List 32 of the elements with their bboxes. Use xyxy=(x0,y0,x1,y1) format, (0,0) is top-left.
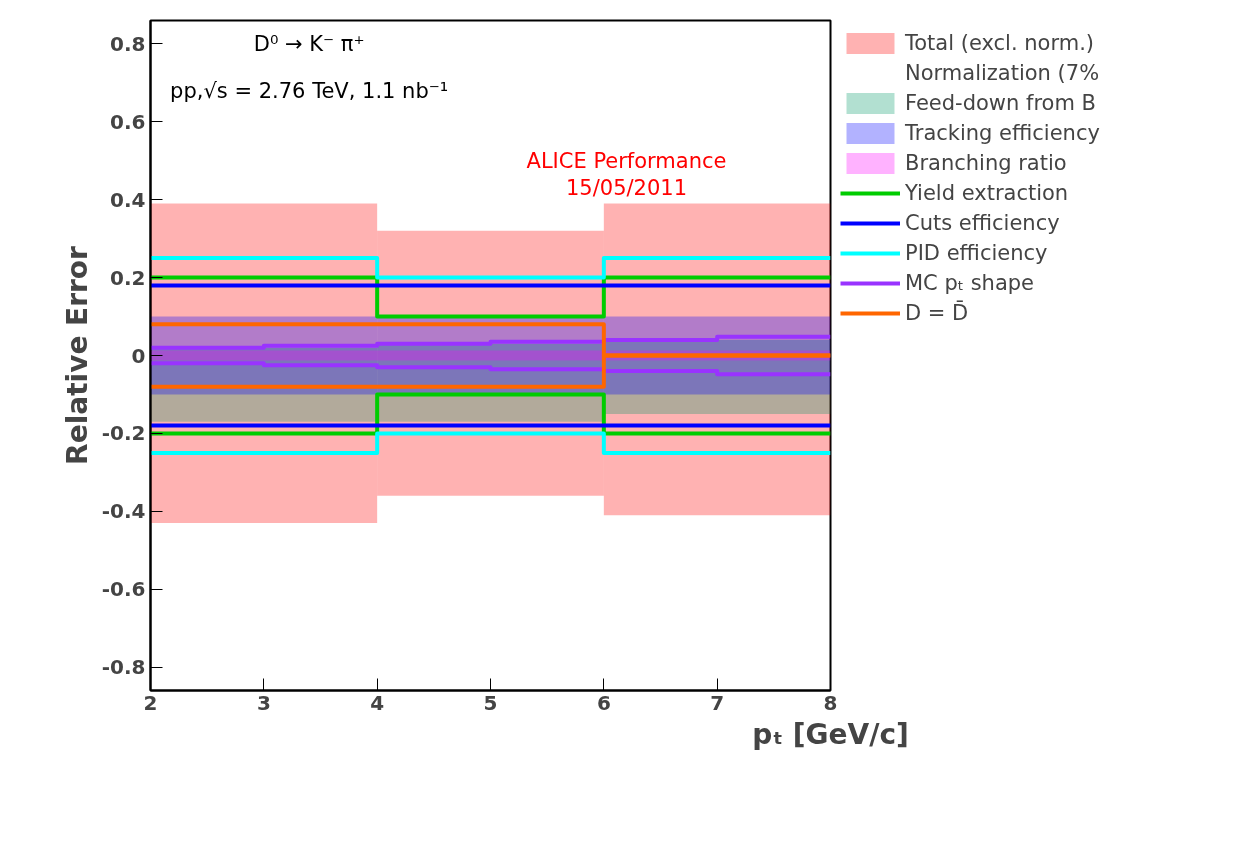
y-tick-label: -0.6 xyxy=(101,577,146,602)
y-tick-label: -0.4 xyxy=(101,499,146,524)
x-tick-label: 5 xyxy=(483,690,498,715)
y-tick-label: 0.6 xyxy=(110,109,146,134)
legend-label: Feed-down from B xyxy=(905,90,1096,116)
y-tick-label: 0.2 xyxy=(110,265,146,290)
y-tick-label: 0.4 xyxy=(110,187,146,212)
y-tick-label: -0.2 xyxy=(101,421,146,446)
legend-label: Total (excl. norm.) xyxy=(905,30,1094,56)
annotation: D⁰ → K⁻ π⁺ xyxy=(253,31,365,56)
legend-label: Tracking efficiency xyxy=(905,120,1100,146)
annotation: pp,√s = 2.76 TeV, 1.1 nb⁻¹ xyxy=(170,78,449,103)
x-tick-label: 2 xyxy=(143,690,158,715)
x-axis-title: pₜ [GeV/c] xyxy=(752,717,909,751)
legend-label: Yield extraction xyxy=(905,180,1069,206)
legend-label: Cuts efficiency xyxy=(905,210,1060,236)
y-tick-label: 0.8 xyxy=(110,31,146,56)
text: Normalization (7% xyxy=(905,60,1100,86)
x-tick-label: 4 xyxy=(370,690,385,715)
annotation: ALICE Performance xyxy=(526,148,727,173)
legend-label: PID efficiency xyxy=(905,240,1048,266)
x-tick-label: 8 xyxy=(823,690,838,715)
legend-label: Branching ratio xyxy=(905,150,1067,176)
x-tick-label: 7 xyxy=(710,690,725,715)
legend-label: MC pₜ shape xyxy=(905,270,1035,296)
y-tick-label: -0.8 xyxy=(101,655,146,680)
x-tick-label: 6 xyxy=(596,690,611,715)
x-tick-label: 3 xyxy=(256,690,271,715)
y-axis-title: Relative Error xyxy=(60,245,94,465)
y-tick-label: 0 xyxy=(131,343,146,368)
legend-label: D = D̄ xyxy=(905,300,969,326)
annotation: 15/05/2011 xyxy=(565,176,688,200)
